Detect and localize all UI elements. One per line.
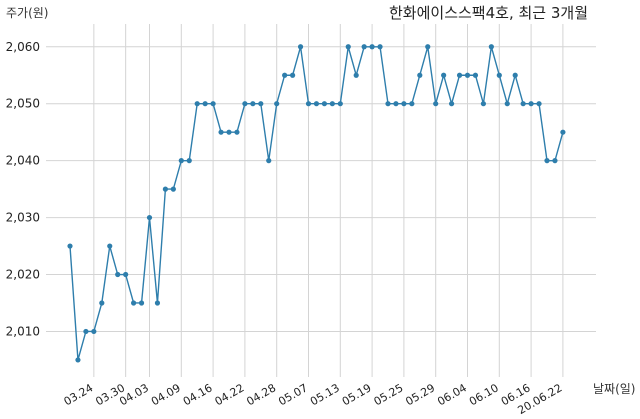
x-tick-label: 04.16 bbox=[181, 381, 215, 408]
data-point bbox=[67, 243, 73, 249]
x-tick-label: 06.04 bbox=[435, 381, 469, 408]
data-point bbox=[361, 44, 367, 50]
data-point bbox=[329, 101, 335, 107]
x-tick-label: 06.10 bbox=[467, 381, 501, 408]
data-point bbox=[186, 158, 192, 164]
data-point bbox=[75, 357, 81, 363]
data-point bbox=[202, 101, 208, 107]
data-point bbox=[258, 101, 264, 107]
x-axis-label: 날짜(일) bbox=[593, 382, 636, 396]
data-point bbox=[321, 101, 327, 107]
data-point bbox=[456, 72, 463, 78]
data-point bbox=[552, 158, 558, 164]
x-tick-label: 05.19 bbox=[340, 381, 374, 408]
data-point bbox=[377, 44, 383, 50]
data-point bbox=[170, 186, 176, 192]
data-point bbox=[337, 101, 343, 107]
data-point bbox=[353, 72, 359, 78]
data-point bbox=[146, 214, 153, 221]
data-point bbox=[417, 72, 423, 78]
data-point bbox=[210, 101, 216, 107]
y-tick-label: 2,030 bbox=[6, 211, 40, 225]
data-point bbox=[218, 129, 224, 135]
data-point bbox=[266, 158, 272, 164]
x-tick-label: 05.29 bbox=[403, 381, 437, 408]
data-point bbox=[178, 158, 184, 164]
data-point bbox=[115, 271, 121, 278]
data-point bbox=[536, 101, 542, 107]
data-point bbox=[409, 101, 415, 107]
y-tick-label: 2,040 bbox=[6, 154, 40, 168]
data-point bbox=[107, 243, 113, 249]
data-point bbox=[544, 158, 550, 164]
data-point bbox=[99, 300, 105, 306]
data-point bbox=[425, 44, 431, 50]
data-point bbox=[131, 300, 137, 306]
data-point bbox=[449, 101, 455, 107]
y-tick-label: 2,020 bbox=[6, 268, 40, 282]
data-point bbox=[560, 129, 566, 135]
data-point bbox=[194, 101, 200, 107]
data-point bbox=[242, 101, 248, 107]
data-point bbox=[154, 300, 161, 306]
data-point bbox=[480, 101, 486, 107]
data-point bbox=[83, 328, 89, 335]
x-tick-label: 05.07 bbox=[276, 381, 310, 408]
series-line bbox=[69, 46, 564, 361]
y-tick-label: 2,060 bbox=[6, 40, 40, 54]
data-point bbox=[345, 44, 351, 50]
x-tick-label: 05.13 bbox=[308, 381, 342, 408]
data-point bbox=[385, 101, 391, 107]
data-point bbox=[472, 72, 479, 78]
data-point bbox=[401, 101, 407, 107]
data-point bbox=[282, 72, 288, 78]
data-point bbox=[441, 72, 447, 78]
data-point bbox=[297, 44, 304, 50]
data-point bbox=[528, 101, 534, 107]
data-point bbox=[123, 271, 129, 278]
data-point bbox=[504, 101, 510, 107]
data-point bbox=[393, 101, 399, 107]
x-tick-label: 04.09 bbox=[149, 381, 183, 408]
data-point bbox=[512, 72, 518, 78]
x-tick-label: 04.22 bbox=[213, 381, 247, 408]
data-point bbox=[313, 101, 320, 107]
data-point bbox=[226, 129, 232, 135]
data-point bbox=[138, 300, 145, 306]
data-point bbox=[234, 129, 240, 135]
x-tick-label: 04.28 bbox=[244, 381, 278, 408]
y-axis-label: 주가(원) bbox=[6, 6, 49, 20]
data-point bbox=[274, 101, 280, 107]
data-point bbox=[433, 101, 439, 107]
data-point bbox=[520, 101, 526, 107]
x-tick-label: 03.24 bbox=[62, 381, 96, 408]
chart-title: 한화에이스스팩4호, 최근 3개월 bbox=[389, 4, 588, 22]
data-point bbox=[290, 72, 296, 78]
data-point bbox=[250, 101, 256, 107]
data-point bbox=[369, 44, 375, 50]
y-tick-label: 2,050 bbox=[6, 97, 40, 111]
data-point bbox=[162, 186, 168, 192]
y-tick-label: 2,010 bbox=[6, 324, 40, 338]
data-point bbox=[91, 328, 97, 335]
data-point bbox=[464, 72, 471, 78]
data-point bbox=[488, 44, 494, 50]
x-tick-label: 05.25 bbox=[372, 381, 406, 408]
data-point bbox=[305, 101, 312, 107]
data-point bbox=[496, 72, 502, 78]
